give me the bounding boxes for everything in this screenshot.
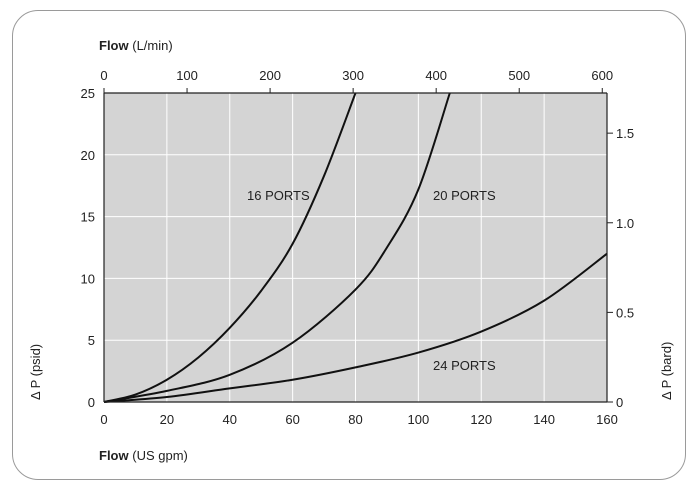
x-bottom-tick-0: 0 [100,412,107,427]
x-top-tick-400: 400 [425,68,447,83]
axes [103,88,613,403]
curves [103,92,608,403]
x-top-tick-100: 100 [176,68,198,83]
y-left-tick-20: 20 [81,148,95,163]
series-label-16-ports: 16 PORTS [247,188,310,203]
y-right-tick-2: 1.0 [616,216,634,231]
x-top-tick-0: 0 [100,68,107,83]
x-top-tick-500: 500 [508,68,530,83]
x-top-axis-title-bold: Flow [99,38,129,53]
y-left-tick-0: 0 [88,395,95,410]
y-right-axis-title: Δ P (bard) [659,342,674,400]
curve-20-ports [103,92,451,403]
y-right-tick-0: 0 [616,395,623,410]
y-left-tick-25: 25 [81,86,95,101]
y-left-axis-title: Δ P (psid) [28,344,43,400]
series-label-20-ports: 20 PORTS [433,188,496,203]
x-bottom-tick-160: 160 [596,412,618,427]
x-bottom-tick-120: 120 [470,412,492,427]
x-bottom-tick-20: 20 [160,412,174,427]
curve-24-ports [103,252,608,403]
x-bottom-tick-80: 80 [348,412,362,427]
x-bottom-axis-title: Flow (US gpm) [99,448,188,463]
x-top-tick-600: 600 [591,68,613,83]
series-label-24-ports: 24 PORTS [433,358,496,373]
x-bottom-tick-60: 60 [285,412,299,427]
curve-16-ports [103,92,357,403]
x-bottom-axis-title-bold: Flow [99,448,129,463]
y-left-tick-10: 10 [81,271,95,286]
x-bottom-tick-100: 100 [408,412,430,427]
x-top-tick-200: 200 [259,68,281,83]
x-top-axis-title-unit: (L/min) [132,38,172,53]
y-right-tick-3: 1.5 [616,126,634,141]
y-left-tick-5: 5 [88,333,95,348]
grid-lines [104,93,607,402]
x-bottom-tick-140: 140 [533,412,555,427]
y-right-tick-1: 0.5 [616,305,634,320]
y-left-tick-15: 15 [81,210,95,225]
x-top-tick-300: 300 [342,68,364,83]
x-bottom-axis-title-unit: (US gpm) [132,448,188,463]
x-bottom-tick-40: 40 [223,412,237,427]
x-top-axis-title: Flow (L/min) [99,38,173,53]
